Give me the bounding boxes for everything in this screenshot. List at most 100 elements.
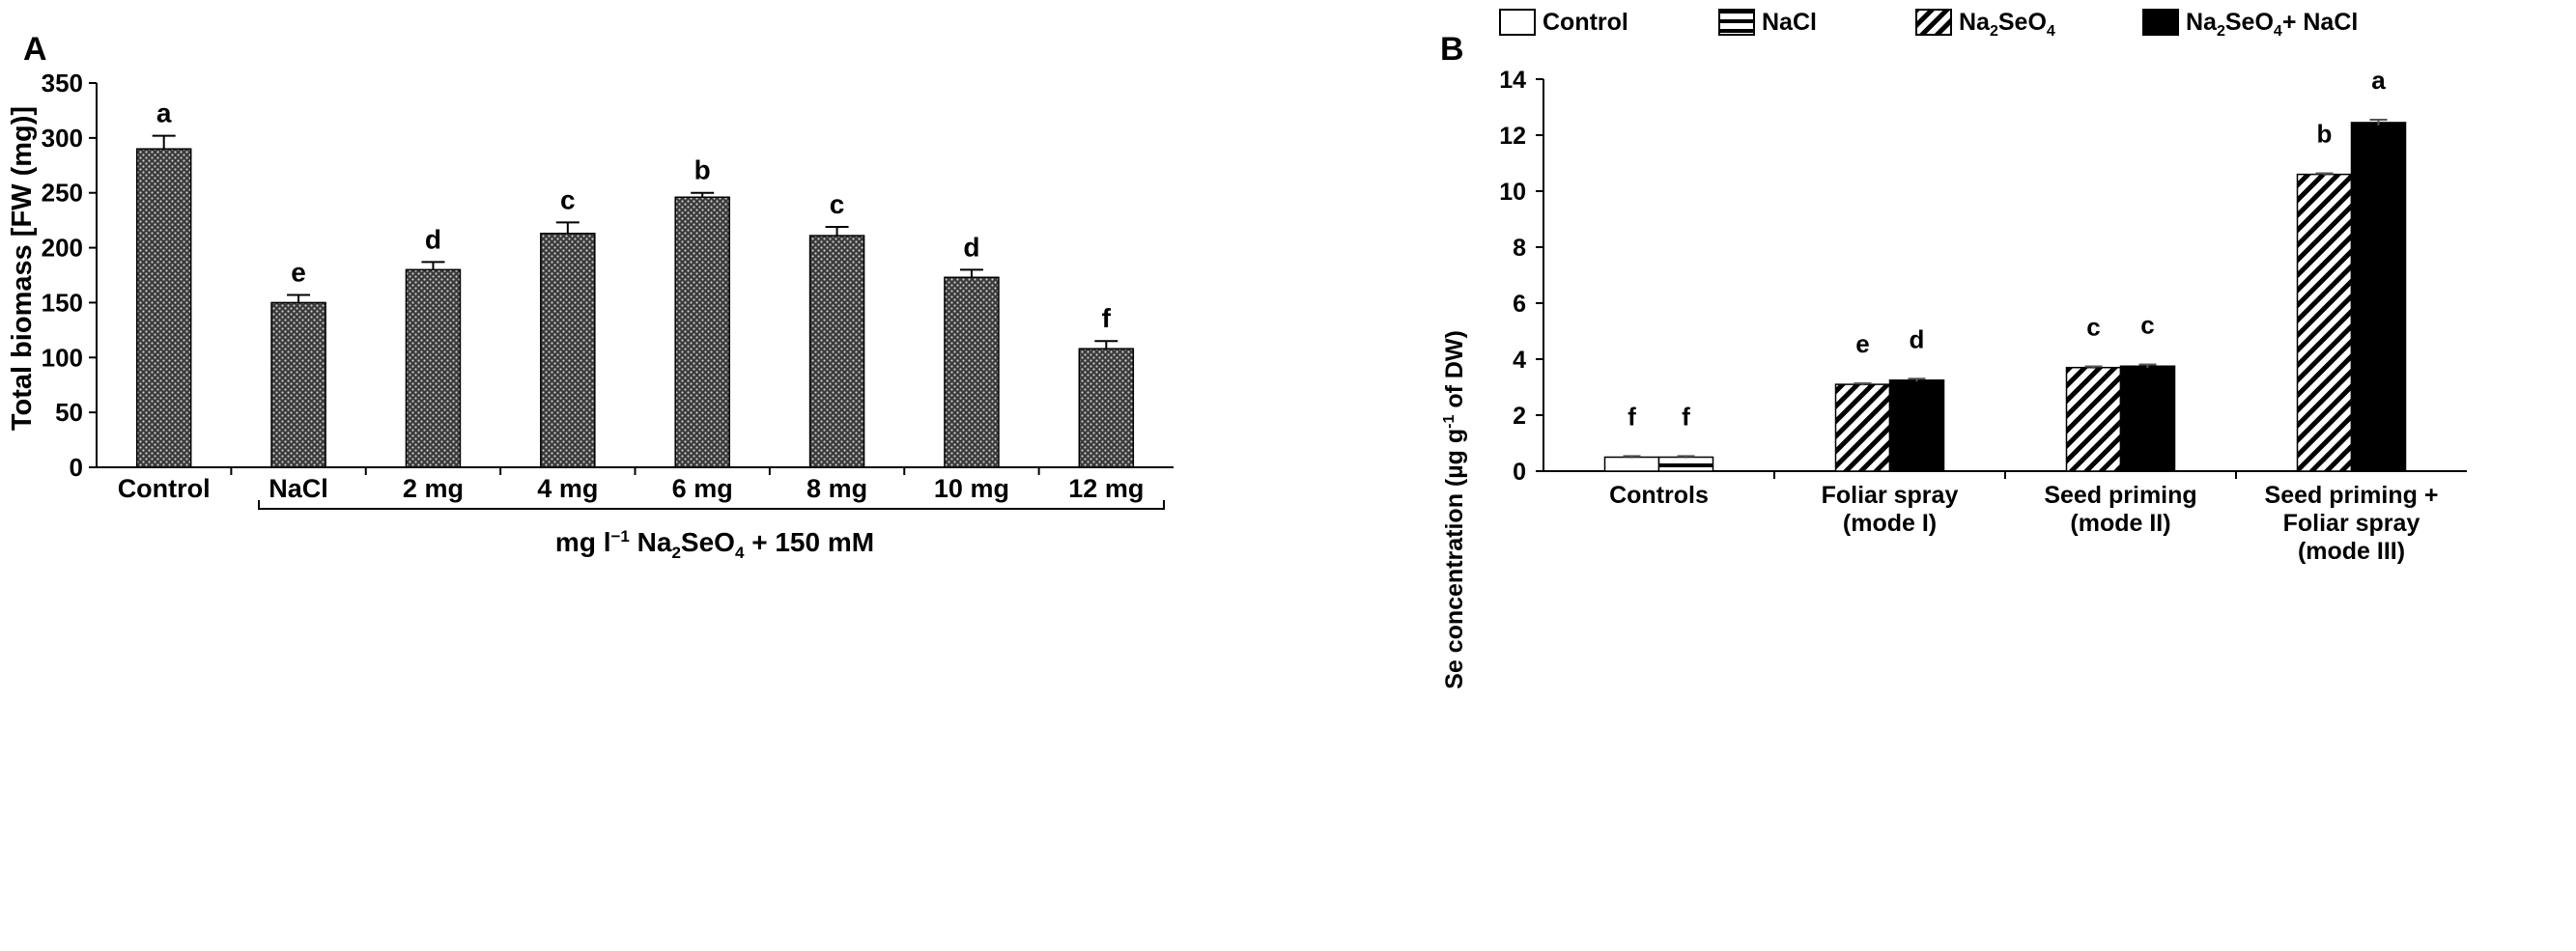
significance-letter: a	[156, 98, 172, 128]
label-part: SeO	[2225, 9, 2274, 36]
x-axis-label-a: mg l−1 Na2SeO4 + 150 mM	[555, 527, 874, 562]
y-axis-a: 0 50 100 150 200 250 300 350	[42, 69, 1174, 482]
bar	[944, 276, 1000, 468]
bar	[674, 196, 730, 468]
y-tick-label-a: 200	[42, 234, 83, 263]
y-tick-label-a: 100	[42, 343, 83, 372]
y-axis-label-a: Total biomass [FW (mg)]	[7, 106, 38, 431]
legend-label: Na2SeO4+ NaCl	[2186, 9, 2358, 40]
bar	[1603, 456, 1660, 472]
significance-letter: c	[2086, 313, 2100, 342]
label-part: + 150 mM	[744, 527, 874, 557]
significance-letter: d	[425, 224, 441, 254]
significance-letter: e	[291, 257, 306, 287]
bar	[135, 148, 192, 468]
x-tick-label-a: NaCl	[269, 474, 328, 503]
x-bracket	[258, 500, 1165, 510]
y-axis-label-b: Se concentration (µg g-1 of DW)	[1441, 330, 1468, 689]
x-tick-label-b: Seed priming +	[2265, 482, 2439, 509]
legend-swatch	[1915, 9, 1952, 36]
legend-swatch	[2142, 9, 2179, 36]
panel-a: A 0 50 100 150 200 250 300 350 a e d c b c d f Control…	[7, 31, 1174, 562]
bar	[2296, 173, 2353, 472]
label-part: SeO	[681, 527, 735, 557]
x-tick-label-a: 12 mg	[1068, 474, 1144, 503]
label-part: mg l	[555, 527, 611, 557]
significance-letter: c	[2140, 311, 2154, 340]
panel-b: B Control NaCl Na2SeO4 Na2SeO4+ NaCl 024681…	[1440, 9, 2467, 689]
x-tick-label-a: 4 mg	[537, 474, 598, 503]
y-tick-label-a: 50	[55, 398, 83, 427]
significance-letter: a	[2371, 66, 2386, 95]
label-part: of DW)	[1441, 330, 1468, 414]
label-part: 4	[735, 544, 745, 562]
significance-letter: d	[963, 232, 979, 262]
significance-letter: c	[560, 184, 576, 214]
x-tick-label-a: 2 mg	[403, 474, 464, 503]
x-tick-label-b: (mode III)	[2298, 538, 2405, 565]
label-part: -1	[1441, 415, 1458, 429]
significance-letter: f	[1102, 303, 1112, 333]
bar	[2350, 122, 2407, 472]
panel-label-a: A	[23, 31, 47, 68]
label-part: 2	[671, 544, 680, 562]
y-tick-label-b: 8	[1513, 235, 1526, 262]
bar	[405, 268, 462, 468]
legend-label: NaCl	[1762, 9, 1817, 36]
x-tick-label-b: (mode I)	[1843, 510, 1937, 537]
x-tick-label-b: (mode II)	[2070, 510, 2170, 537]
bar	[2065, 366, 2122, 472]
y-tick-label-b: 0	[1513, 459, 1526, 486]
y-tick-label-a: 300	[42, 124, 83, 153]
x-tick-label-b: Foliar spray	[2283, 510, 2420, 537]
x-axis-b: Controls Foliar spray (mode I) Seed priming…	[1609, 471, 2438, 565]
bar	[1834, 383, 1891, 472]
x-axis-a: Control NaCl 2 mg 4 mg 6 mg 8 mg 10 mg 12 mg	[118, 467, 1144, 503]
bar	[1657, 456, 1714, 472]
y-tick-label-a: 150	[42, 288, 83, 317]
significance-letter: b	[694, 155, 711, 185]
y-tick-label-b: 10	[1499, 179, 1526, 206]
y-tick-label-b: 12	[1499, 123, 1526, 150]
bar	[1078, 348, 1135, 468]
label-part: 2	[1990, 23, 1998, 40]
y-tick-label-a: 250	[42, 179, 83, 208]
significance-letter: f	[1628, 402, 1636, 431]
label-part: −1	[610, 527, 629, 545]
label-part: SeO	[1998, 9, 2047, 36]
label-part: 2	[2217, 23, 2225, 40]
significance-letter: c	[830, 189, 845, 219]
x-tick-label-a: 6 mg	[672, 474, 733, 503]
significance-letter: b	[2317, 119, 2333, 148]
label-part: Na	[630, 527, 672, 557]
label-part: Na	[1959, 9, 1991, 36]
significance-letter: f	[1682, 402, 1690, 431]
legend-swatch	[1718, 9, 1755, 36]
y-tick-label-b: 14	[1499, 67, 1526, 94]
y-tick-label-b: 4	[1513, 347, 1526, 374]
bars-b: f f e d c c b a	[1603, 66, 2407, 472]
panel-label-b: B	[1440, 31, 1464, 68]
label-part: NaCl	[1762, 9, 1817, 36]
label-part: Na	[2186, 9, 2218, 36]
x-tick-label-a: 10 mg	[934, 474, 1009, 503]
legend-swatch	[1499, 9, 1536, 36]
x-tick-label-b: Seed priming	[2044, 482, 2196, 509]
bar	[2119, 365, 2176, 472]
significance-letter: e	[1855, 329, 1869, 358]
significance-letter: d	[1910, 324, 1925, 353]
x-tick-label-b: Controls	[1609, 482, 1709, 509]
y-tick-label-b: 2	[1513, 403, 1526, 430]
label-part: Control	[1543, 9, 1628, 36]
bar	[1888, 379, 1945, 472]
label-part: Se concentration (µg g	[1441, 429, 1468, 689]
legend-label: Control	[1543, 9, 1628, 36]
x-tick-label-a: 8 mg	[807, 474, 867, 503]
bar	[808, 235, 865, 468]
y-tick-label-a: 350	[42, 69, 83, 98]
bar	[270, 301, 326, 468]
label-part: 4	[2274, 23, 2282, 40]
label-part: 4	[2047, 23, 2055, 40]
legend-b: Control NaCl Na2SeO4 Na2SeO4+ NaCl	[1499, 9, 2358, 40]
bars-a: a e d c b c d f	[135, 98, 1135, 468]
